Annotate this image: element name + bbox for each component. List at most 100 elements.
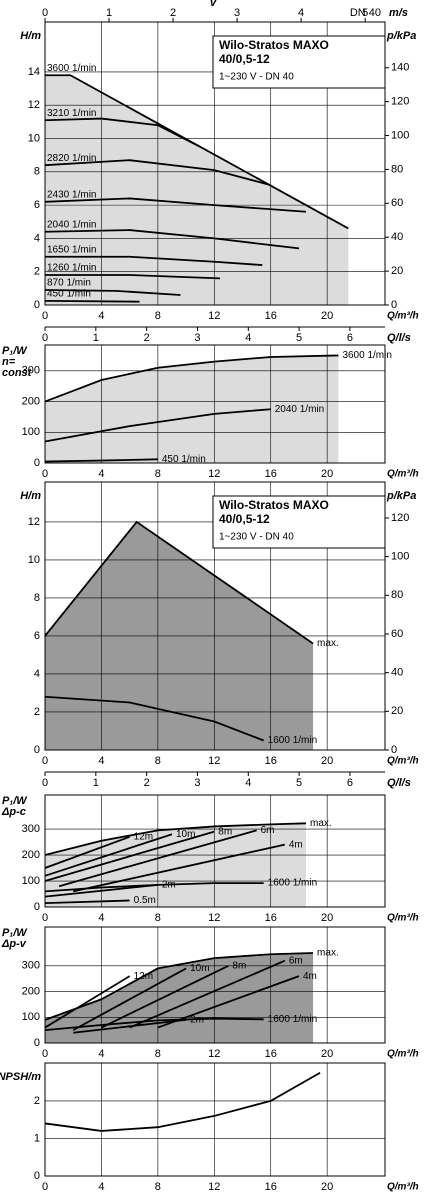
x-tick-label: 12	[208, 755, 220, 767]
y-tick-label: 10	[28, 132, 40, 144]
series-line	[44, 1017, 264, 1032]
series-line	[44, 354, 339, 403]
y-tick-label: 200	[22, 985, 40, 997]
plot-frame	[44, 926, 386, 1044]
x-tick-label: 4	[98, 1181, 104, 1193]
x-tick-label: 0	[42, 912, 48, 924]
y2-tick-label: 0	[391, 299, 397, 311]
x2-tick-label: 6	[347, 332, 353, 344]
series-line	[44, 830, 215, 882]
series-label: 1600 1/min	[268, 1014, 317, 1025]
series-label: 6m	[261, 825, 275, 836]
x-tick-label: 16	[265, 468, 277, 480]
x-tick-label: 8	[155, 1048, 161, 1060]
y2-tick-label: 140	[391, 62, 409, 74]
series-label: 1260 1/min	[47, 263, 96, 274]
series-line	[44, 952, 314, 1021]
x-tick-label: 8	[155, 755, 161, 767]
y2-tick-label: 100	[391, 129, 409, 141]
y2-axis-label: p/kPa	[386, 490, 416, 502]
x-tick-label: 4	[98, 1048, 104, 1060]
series-line	[58, 829, 257, 888]
x-tick-label: 20	[321, 1048, 333, 1060]
chart-title: Wilo-Stratos MAXO	[219, 38, 329, 52]
series-line	[72, 967, 187, 1031]
series-label: 2040 1/min	[47, 219, 96, 230]
series-line	[101, 965, 229, 1029]
y-tick-label: 8	[34, 166, 40, 178]
chart-title: 40/0,5-12	[219, 512, 270, 526]
y-tick-label: 6	[34, 199, 40, 211]
series-line	[45, 274, 220, 280]
y2-tick-label: 40	[391, 667, 403, 679]
series-line	[129, 959, 286, 1029]
series-line	[44, 197, 307, 213]
y-tick-label: 100	[22, 1011, 40, 1023]
shaded-area	[45, 75, 349, 305]
series-label: 1600 1/min	[268, 735, 317, 746]
x2-tick-label: 1	[93, 332, 99, 344]
x2-tick-label: 1	[93, 777, 99, 789]
y2-tick-label: 20	[391, 705, 403, 717]
y-tick-label: 300	[22, 960, 40, 972]
y-tick-label: 0	[34, 299, 40, 311]
x-tick-label: 20	[321, 468, 333, 480]
y-tick-label: 0	[34, 1170, 40, 1182]
y-tick-label: 0	[34, 457, 40, 469]
series-label: max.	[317, 948, 339, 959]
series-line	[44, 408, 271, 443]
y2-tick-label: 0	[391, 744, 397, 756]
y-tick-label: 6	[34, 630, 40, 642]
series-line	[44, 299, 140, 303]
x2-tick-label: 4	[245, 332, 251, 344]
x3-tick-label: 2	[170, 7, 176, 19]
x3-tick-label: 1	[106, 7, 112, 19]
x-tick-label: 12	[208, 912, 220, 924]
series-line	[44, 835, 130, 869]
y-tick-label: 4	[34, 232, 40, 244]
series-label: 2820 1/min	[47, 153, 96, 164]
y-tick-label: 300	[22, 823, 40, 835]
series-line	[45, 255, 263, 266]
plot-frame	[44, 481, 386, 751]
x-tick-label: 20	[321, 310, 333, 322]
x-tick-label: 0	[42, 1048, 48, 1060]
x-tick-label: 0	[42, 1181, 48, 1193]
y-axis-label: P₁/W	[2, 345, 28, 357]
y2-tick-label: 120	[391, 512, 409, 524]
x-tick-label: 8	[155, 1181, 161, 1193]
x-tick-label: 4	[98, 755, 104, 767]
x-tick-label: 0	[42, 310, 48, 322]
x2-axis-label: Q/l/s	[387, 332, 411, 344]
x-tick-label: 16	[265, 1048, 277, 1060]
y-tick-label: 0	[34, 744, 40, 756]
y-axis-label: H/m	[20, 30, 41, 42]
series-label: max.	[317, 638, 339, 649]
y2-tick-label: 20	[391, 265, 403, 277]
series-line	[44, 520, 314, 645]
x-tick-label: 4	[98, 310, 104, 322]
y2-tick-label: 40	[391, 231, 403, 243]
x-tick-label: 20	[321, 755, 333, 767]
series-label: 450 1/min	[47, 288, 91, 299]
y-tick-label: 1	[34, 1132, 40, 1144]
y-tick-label: 200	[22, 849, 40, 861]
chart-title: Wilo-Stratos MAXO	[219, 498, 329, 512]
y-tick-label: 0	[34, 901, 40, 913]
x-tick-label: 12	[208, 1048, 220, 1060]
series-line	[44, 899, 130, 905]
x3-tick-label: 0	[42, 7, 48, 19]
y-tick-label: 100	[22, 875, 40, 887]
y-tick-label: 12	[28, 99, 40, 111]
series-label: 4m	[289, 839, 303, 850]
y2-tick-label: 80	[391, 163, 403, 175]
x3-tick-label: 3	[234, 7, 240, 19]
series-label: 1600 1/min	[268, 878, 317, 889]
x2-axis-label: Q/l/s	[387, 777, 411, 789]
series-label: 10m	[176, 829, 195, 840]
series-label: max.	[310, 818, 332, 829]
series-line	[44, 695, 264, 742]
x3-unit: m/s	[389, 7, 408, 19]
series-line	[73, 1018, 187, 1034]
